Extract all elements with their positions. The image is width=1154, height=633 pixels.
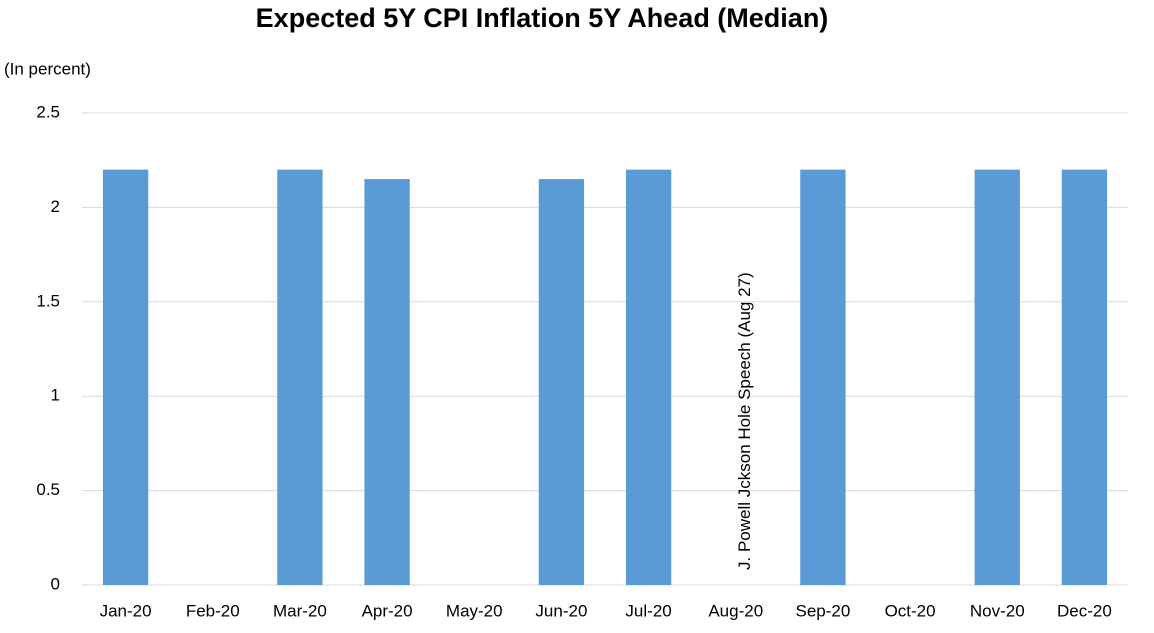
- bar: [800, 169, 846, 585]
- x-tick-label: Aug-20: [708, 601, 763, 620]
- y-tick-label: 1.5: [36, 291, 60, 310]
- annotation: J. Powell Jckson Hole Speech (Aug 27): [735, 272, 754, 570]
- y-tick-label: 2.5: [36, 102, 60, 121]
- x-tick-label: May-20: [446, 601, 503, 620]
- x-tick-label: Nov-20: [970, 601, 1025, 620]
- bar: [538, 179, 585, 585]
- x-tick-label: Jan-20: [100, 601, 152, 620]
- bar: [364, 179, 410, 585]
- y-tick-label: 2: [51, 197, 60, 216]
- x-tick-label: Sep-20: [796, 601, 851, 620]
- bar: [277, 169, 323, 585]
- x-tick-label: Mar-20: [273, 601, 327, 620]
- x-tick-label: Apr-20: [362, 601, 413, 620]
- bar: [1061, 169, 1108, 585]
- y-tick-label: 0.5: [36, 480, 60, 499]
- x-tick-label: Feb-20: [186, 601, 240, 620]
- x-tick-label: Oct-20: [885, 601, 936, 620]
- bar: [102, 169, 149, 585]
- x-tick-label: Jul-20: [625, 601, 671, 620]
- y-tick-label: 0: [51, 574, 60, 593]
- bar: [974, 169, 1020, 585]
- x-tick-label: Jun-20: [535, 601, 587, 620]
- subtitle: (In percent): [4, 59, 91, 78]
- x-tick-label: Dec-20: [1057, 601, 1112, 620]
- bar: [625, 169, 672, 585]
- y-tick-label: 1: [51, 386, 60, 405]
- chart-title: Expected 5Y CPI Inflation 5Y Ahead (Medi…: [256, 3, 829, 33]
